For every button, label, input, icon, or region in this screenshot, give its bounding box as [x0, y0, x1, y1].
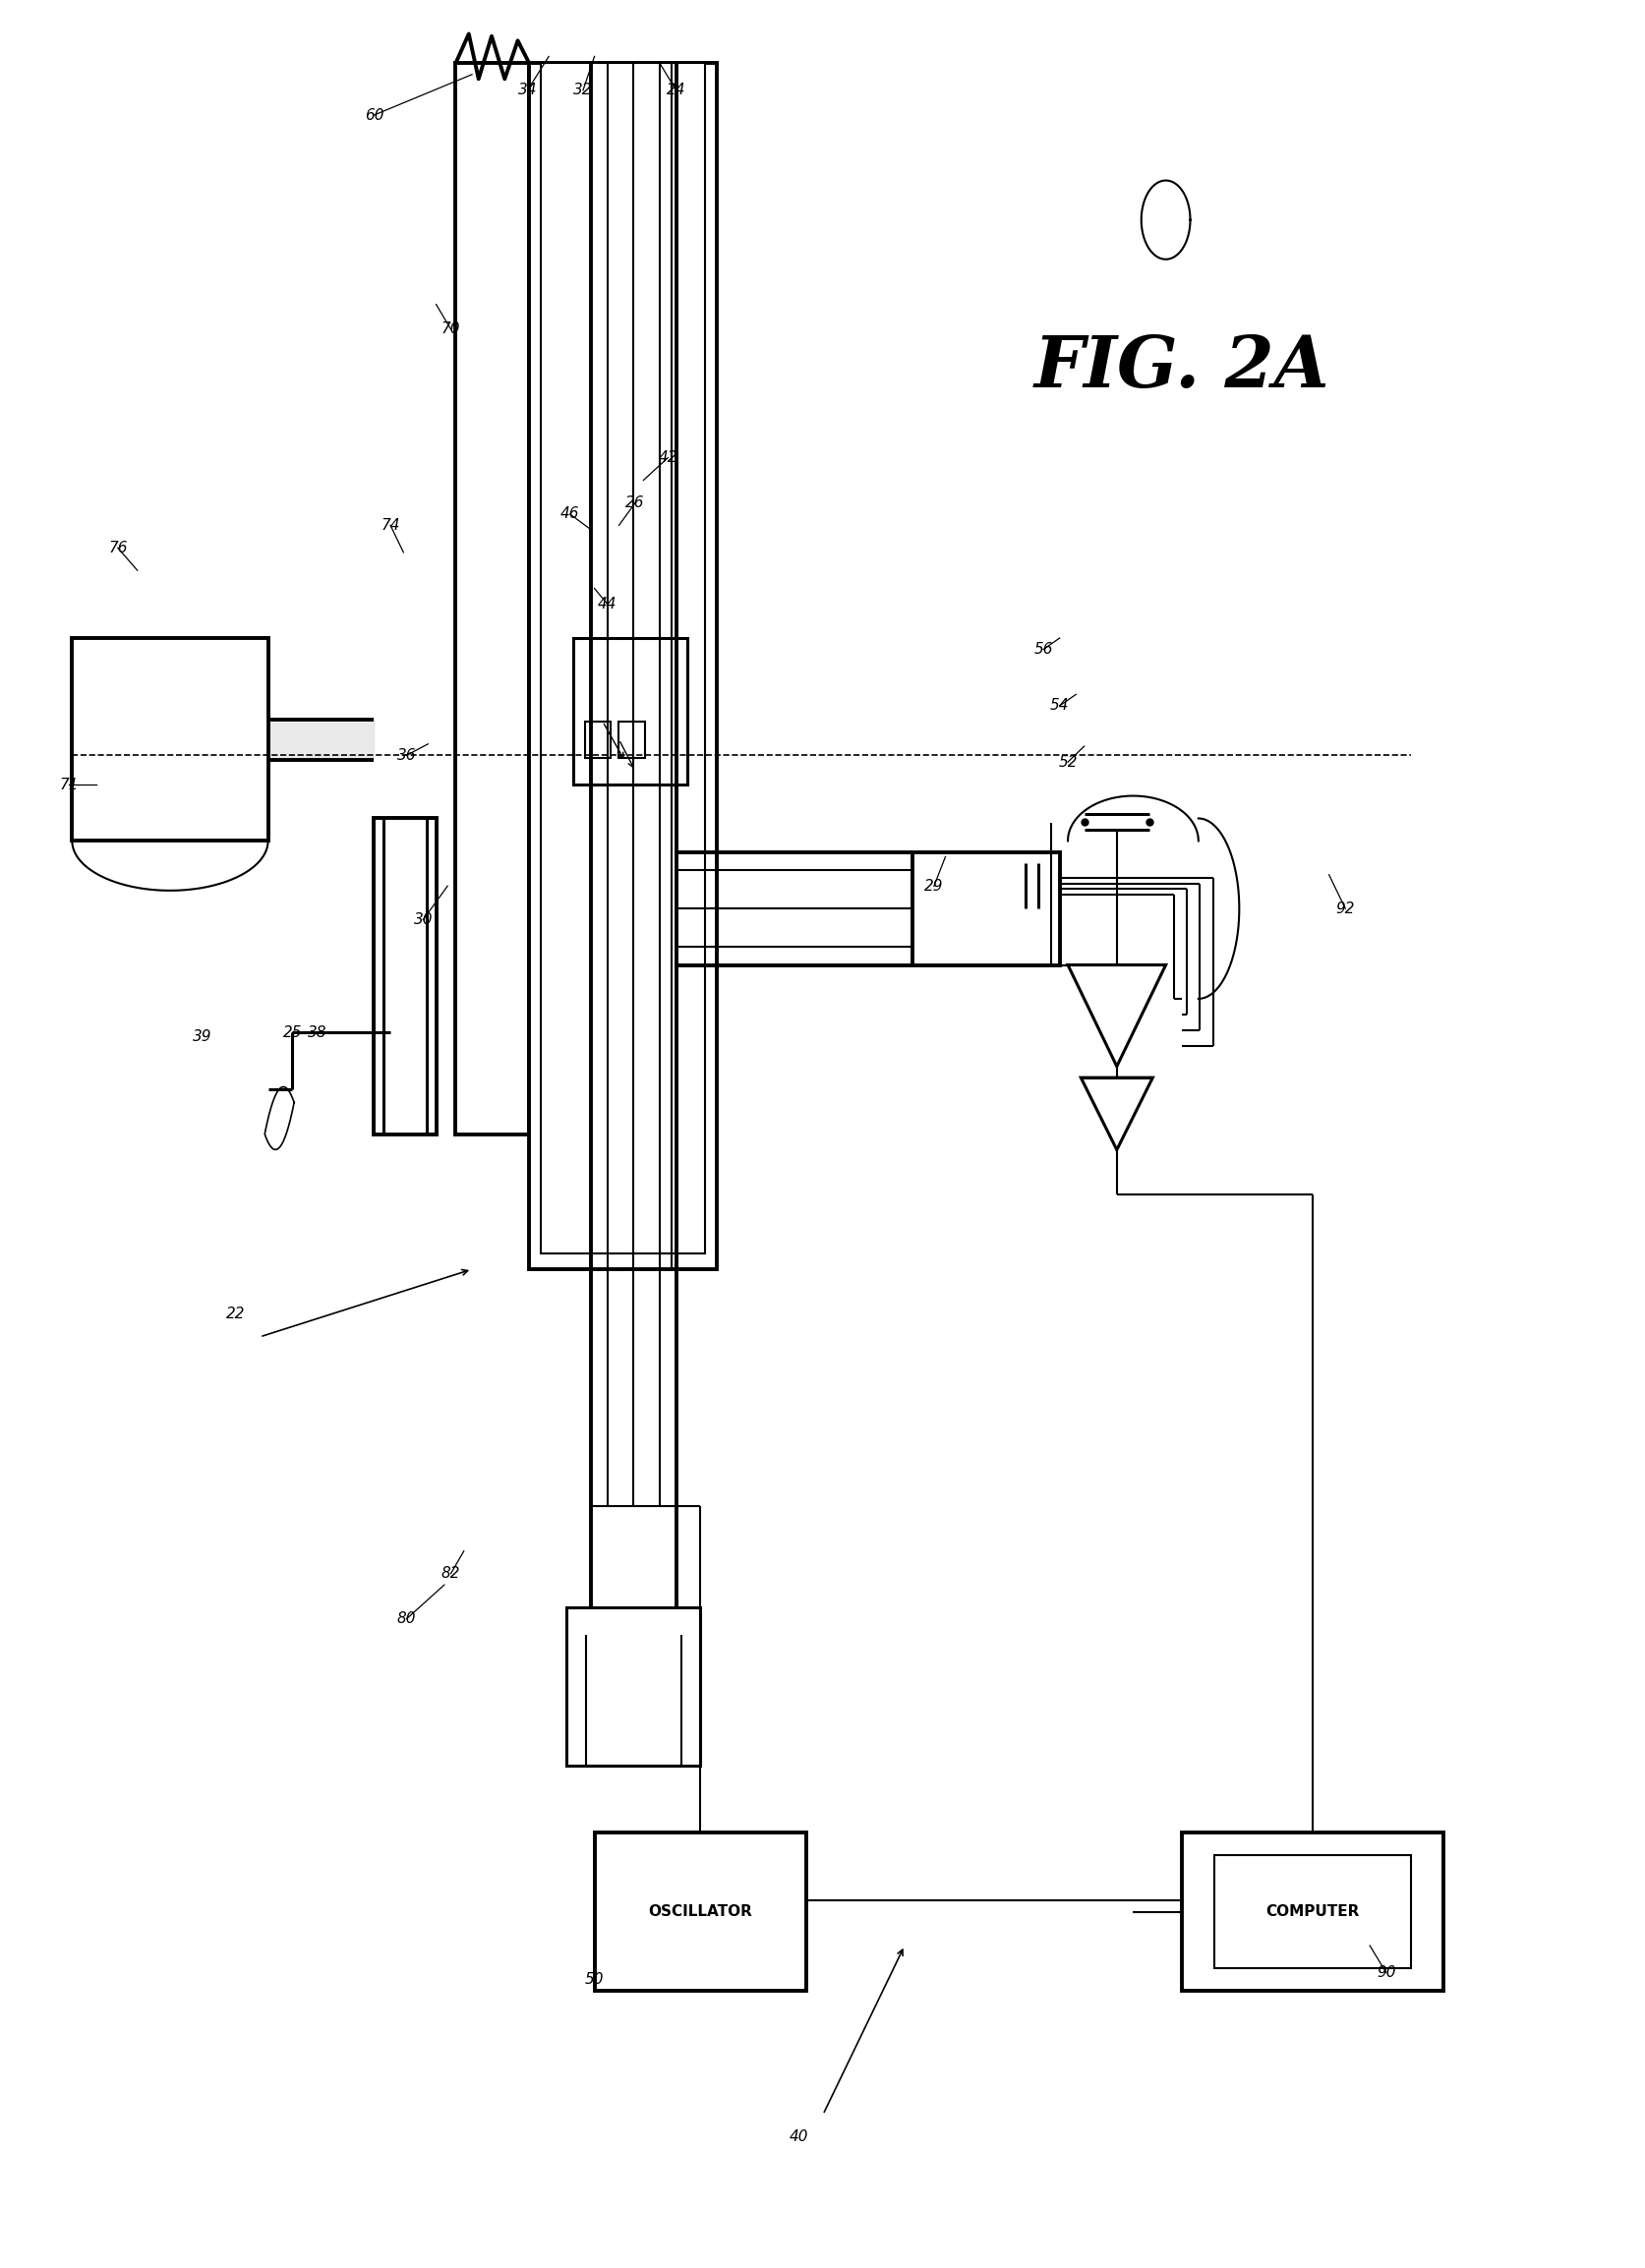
Text: 76: 76: [109, 540, 127, 556]
Bar: [572, 637, 688, 785]
Text: 92: 92: [1336, 900, 1354, 916]
Text: 82: 82: [441, 1567, 461, 1581]
Bar: [72, 637, 268, 841]
Text: 52: 52: [1058, 755, 1077, 769]
Text: 22: 22: [225, 1306, 245, 1322]
Text: 70: 70: [441, 322, 461, 336]
Bar: [594, 1833, 806, 1991]
Text: 71: 71: [59, 778, 79, 792]
Text: 54: 54: [1050, 699, 1069, 712]
Text: 34: 34: [518, 84, 536, 98]
Bar: [373, 819, 436, 1134]
Text: FIG. 2A: FIG. 2A: [1033, 333, 1329, 401]
Bar: [528, 64, 717, 1270]
Text: 25: 25: [283, 1025, 303, 1041]
Text: 40: 40: [788, 2130, 808, 2146]
Text: 24: 24: [666, 84, 686, 98]
Text: 90: 90: [1375, 1966, 1395, 1980]
Text: 50: 50: [584, 1971, 604, 1987]
Bar: [913, 853, 1059, 964]
Text: 56: 56: [1033, 642, 1053, 658]
Text: 46: 46: [559, 506, 579, 522]
Text: 38: 38: [308, 1025, 326, 1041]
Text: 42: 42: [658, 451, 678, 465]
Bar: [619, 721, 645, 758]
Bar: [456, 64, 528, 1134]
Text: 60: 60: [364, 107, 383, 122]
Text: 26: 26: [625, 494, 645, 510]
Bar: [1181, 1833, 1443, 1991]
Text: 29: 29: [924, 878, 943, 894]
Text: OSCILLATOR: OSCILLATOR: [648, 1905, 752, 1919]
Text: COMPUTER: COMPUTER: [1265, 1905, 1359, 1919]
Bar: [584, 721, 610, 758]
Text: 30: 30: [413, 912, 433, 928]
Text: 74: 74: [380, 517, 400, 533]
Text: 44: 44: [597, 596, 617, 612]
Text: 36: 36: [396, 748, 416, 762]
Bar: [566, 1608, 701, 1765]
Text: 32: 32: [572, 84, 592, 98]
Bar: [1214, 1855, 1410, 1969]
Text: 80: 80: [396, 1610, 416, 1626]
Bar: [540, 64, 706, 1254]
Text: 39: 39: [192, 1030, 212, 1046]
